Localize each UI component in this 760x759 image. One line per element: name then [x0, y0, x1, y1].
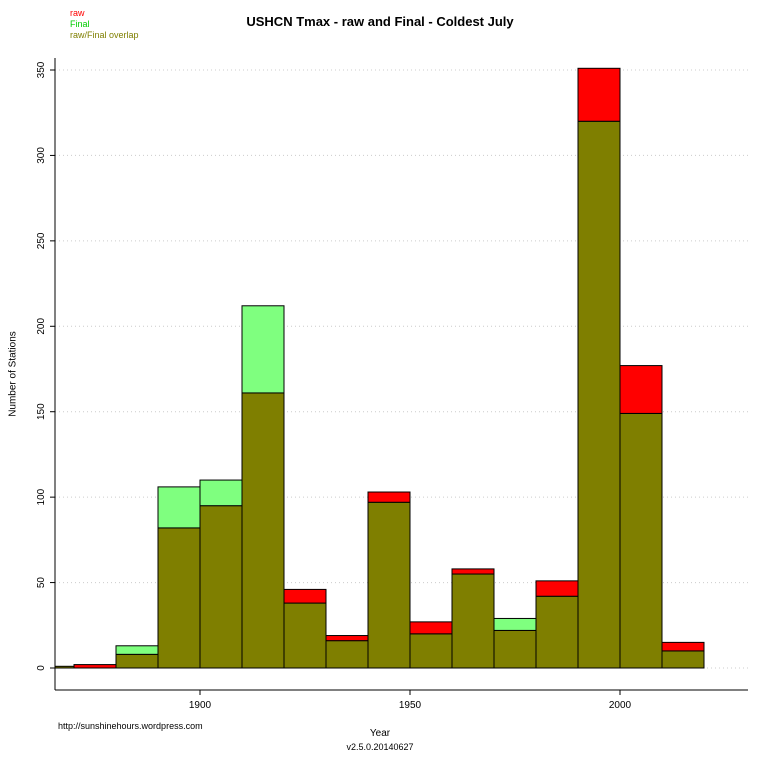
source-url-text: http://sunshinehours.wordpress.com	[58, 721, 203, 731]
bar-final-segment	[157, 486, 201, 529]
bar-final-segment	[115, 645, 159, 655]
bar-raw-segment	[409, 621, 453, 635]
x-tick-label: 2000	[609, 700, 632, 711]
x-tick-label: 1900	[189, 700, 212, 711]
bar-overlap-segment	[241, 392, 285, 669]
bar-raw-segment	[367, 491, 411, 503]
bar-raw-segment	[577, 67, 621, 122]
bar-overlap-segment	[409, 633, 453, 669]
chart-title: USHCN Tmax - raw and Final - Coldest Jul…	[246, 14, 514, 29]
y-tick-label: 350	[36, 61, 47, 78]
bar-overlap-segment	[535, 595, 579, 669]
bar-final-segment	[493, 617, 537, 631]
bar-overlap-segment	[367, 501, 411, 669]
y-tick-label: 50	[36, 577, 47, 589]
bar-overlap-segment	[157, 527, 201, 669]
bar-raw-segment	[661, 641, 705, 652]
bar-overlap-segment	[493, 629, 537, 669]
bar-raw-segment	[325, 635, 369, 642]
y-tick-label: 0	[36, 665, 47, 671]
bar-final-segment	[199, 479, 243, 507]
legend-item: raw	[70, 8, 85, 18]
bar-overlap-segment	[54, 665, 75, 669]
y-axis-label: Number of Stations	[7, 331, 19, 417]
y-tick-label: 100	[36, 488, 47, 505]
bar-raw-segment	[451, 568, 495, 575]
legend-item: raw/Final overlap	[70, 30, 139, 40]
bar-overlap-segment	[661, 650, 705, 669]
bar-overlap-segment	[115, 653, 159, 669]
bar-overlap-segment	[451, 573, 495, 669]
bar-overlap-segment	[283, 602, 327, 669]
bar-raw-segment	[283, 588, 327, 604]
x-axis-label: Year	[369, 728, 391, 739]
y-tick-label: 200	[36, 318, 47, 335]
y-tick-label: 150	[36, 403, 47, 420]
legend: raw Final raw/Final overlap	[70, 8, 139, 41]
bar-overlap-segment	[325, 640, 369, 669]
x-tick-label: 1950	[399, 700, 422, 711]
bar-raw-segment	[73, 664, 117, 669]
bar-overlap-segment	[199, 505, 243, 669]
version-text: v2.5.0.20140627	[346, 742, 414, 752]
y-tick-label: 250	[36, 232, 47, 249]
bar-raw-segment	[535, 580, 579, 597]
bar-raw-segment	[619, 365, 663, 414]
legend-item: Final	[70, 19, 90, 29]
bar-overlap-segment	[577, 120, 621, 669]
bar-overlap-segment	[619, 412, 663, 669]
bar-final-segment	[241, 305, 285, 394]
y-tick-label: 300	[36, 147, 47, 164]
